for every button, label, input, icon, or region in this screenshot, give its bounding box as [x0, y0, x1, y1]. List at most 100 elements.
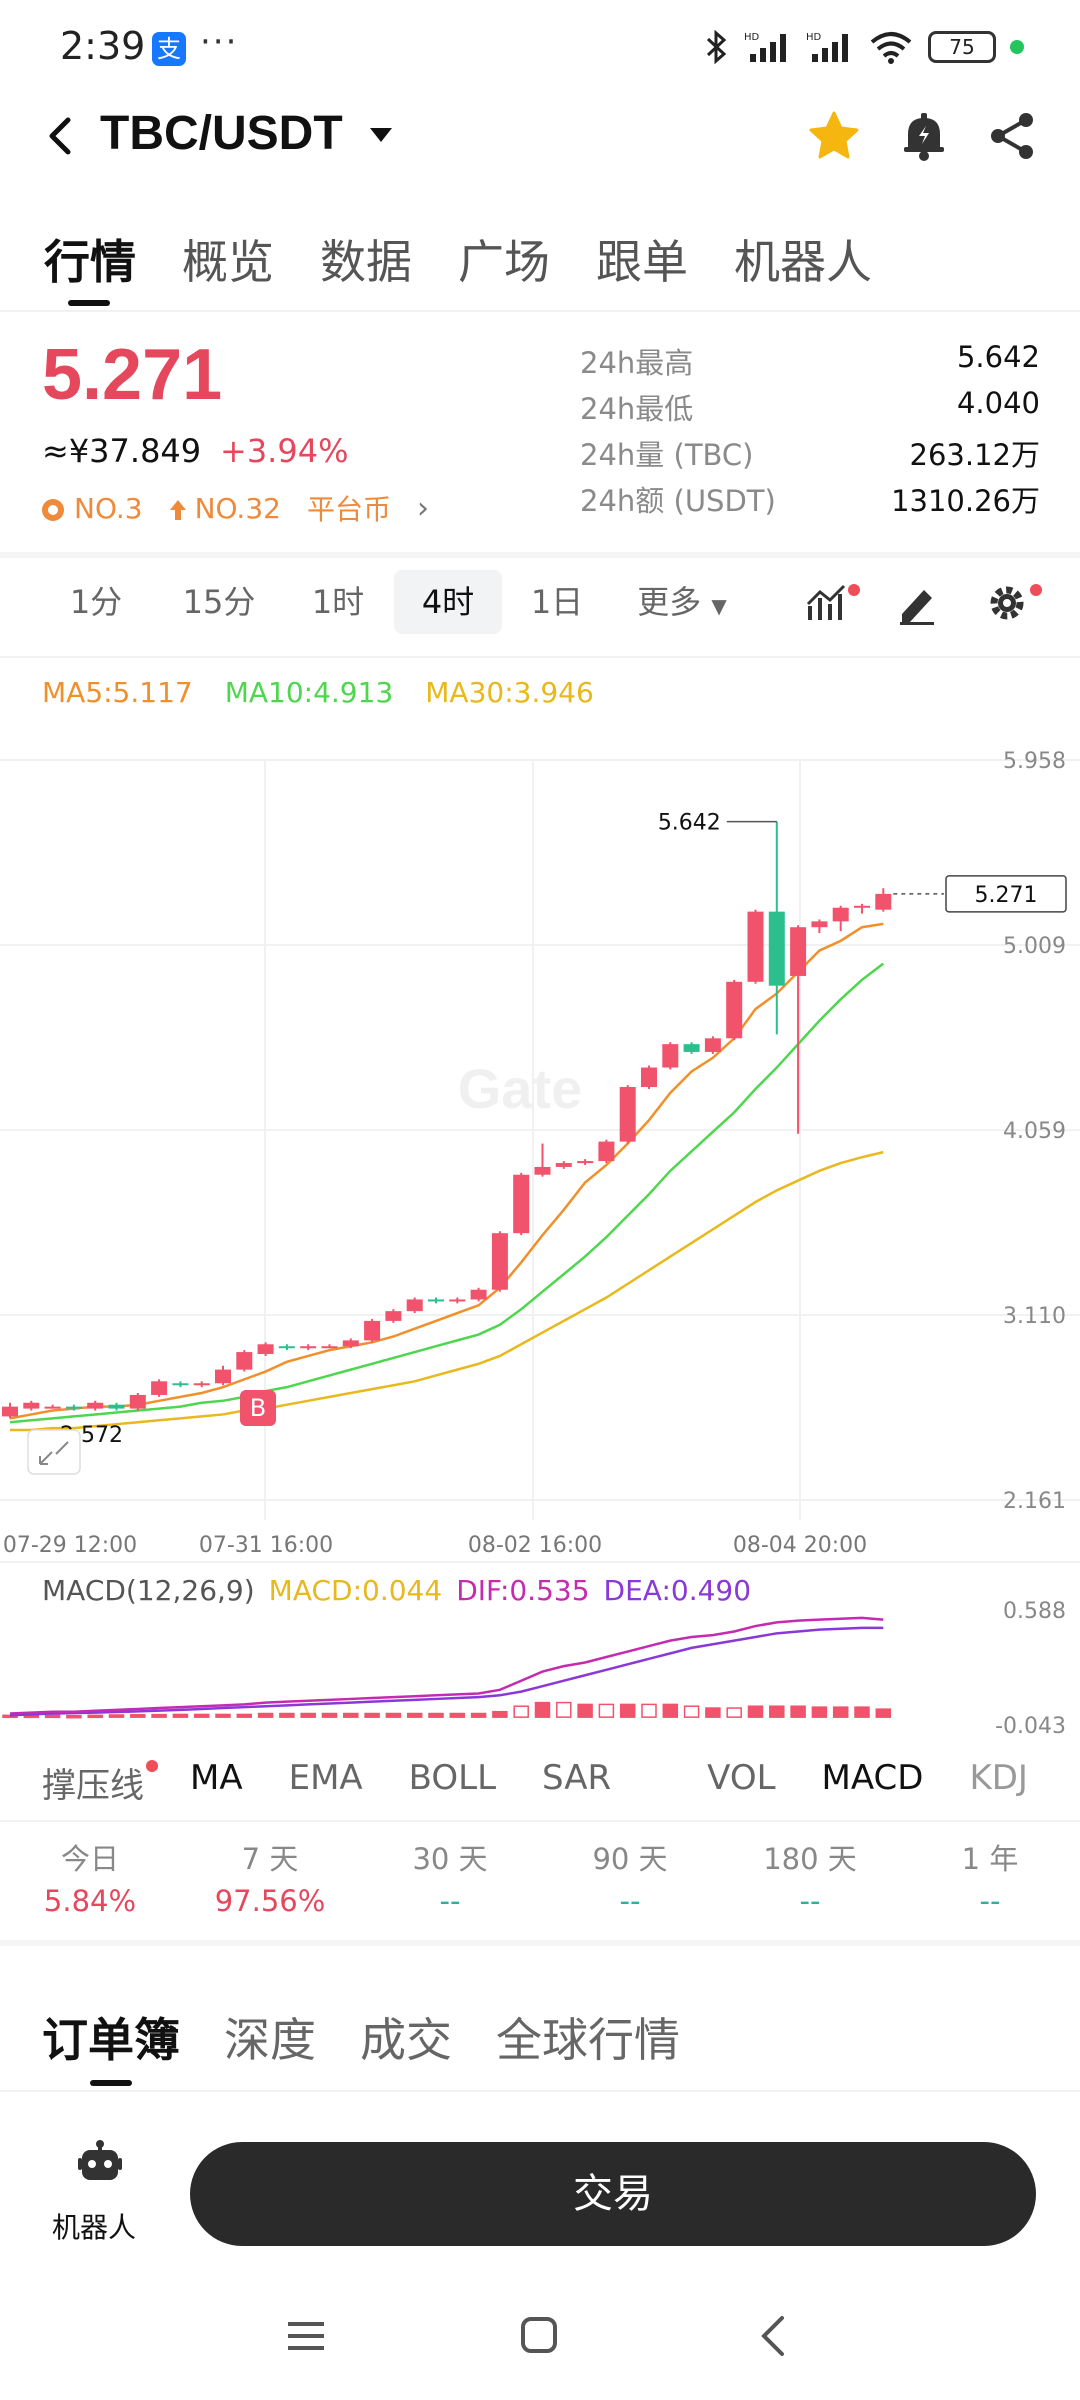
candle-body	[577, 1161, 594, 1164]
candle-body	[364, 1320, 381, 1341]
ind-tab-kdj[interactable]: KDJ	[969, 1758, 1028, 1798]
tab-market[interactable]: 行情	[44, 235, 136, 289]
candle-body	[449, 1299, 466, 1302]
hot-rank-value: NO.32	[194, 491, 281, 525]
bluetooth-icon	[706, 30, 727, 64]
price-alert-bell-icon[interactable]	[896, 108, 952, 164]
chevron-right-icon[interactable]: ›	[416, 490, 429, 526]
pair-dropdown-icon[interactable]	[370, 128, 392, 142]
macd-bar	[428, 1712, 444, 1718]
candle-body	[342, 1340, 359, 1347]
perf-value: --	[619, 1884, 641, 1918]
timeframe-1d[interactable]: 1日	[530, 583, 584, 621]
candle-body	[2, 1406, 18, 1417]
draw-pen-icon[interactable]	[894, 580, 940, 626]
orderbook-tabs: 订单簿 深度 成交 全球行情	[42, 2004, 680, 2070]
back-icon[interactable]	[40, 108, 80, 164]
divider	[0, 656, 1080, 658]
svg-text:HD: HD	[806, 32, 822, 43]
indicator-icon[interactable]	[804, 580, 850, 626]
macd-bar	[598, 1703, 615, 1718]
candle-body	[726, 981, 743, 1039]
robot-icon[interactable]	[76, 2140, 124, 2188]
hot-rank[interactable]: NO.32	[169, 492, 281, 525]
battery-icon: 75	[928, 31, 996, 63]
ind-tab-macd[interactable]: MACD	[821, 1758, 924, 1798]
candle-body	[129, 1394, 146, 1409]
tab-orderbook[interactable]: 订单簿	[42, 2013, 180, 2067]
category-tag[interactable]: 平台币	[306, 493, 391, 526]
robot-label[interactable]: 机器人	[52, 2211, 137, 2244]
last-price: 5.271	[42, 335, 223, 415]
perf-label: 1 年	[961, 1842, 1019, 1876]
ind-tab-label: 撑压线	[42, 1766, 144, 1806]
macd-bar	[449, 1712, 466, 1718]
macd-bar	[300, 1712, 316, 1718]
timeframe-1m[interactable]: 1分	[69, 583, 123, 621]
perf-1y: 1 年 --	[900, 1836, 1080, 1918]
candle-body	[65, 1406, 82, 1409]
active-tab-indicator	[68, 300, 110, 306]
tab-global-market[interactable]: 全球行情	[496, 2013, 680, 2067]
macd-bar	[279, 1712, 295, 1718]
stat-label: 24h量 (TBC)	[580, 438, 754, 472]
section-divider	[0, 1940, 1080, 1946]
favorite-star-icon[interactable]	[806, 108, 862, 164]
market-cap-rank[interactable]: NO.3	[42, 492, 143, 525]
tab-data[interactable]: 数据	[320, 235, 412, 289]
timeframe-more-label: 更多	[637, 583, 702, 621]
menu-icon[interactable]	[286, 2318, 326, 2354]
candle-body	[406, 1299, 423, 1312]
candle-body	[790, 927, 807, 976]
timeframe-4h[interactable]: 4时	[394, 570, 502, 634]
ma10-line	[9, 962, 885, 1424]
candle-body	[619, 1087, 636, 1142]
macd-params: MACD(12,26,9)	[42, 1574, 255, 1607]
stat-label: 24h最高	[580, 346, 694, 380]
stat-row: 24h量 (TBC) 263.12万	[580, 432, 1040, 478]
buy-marker	[240, 1390, 276, 1426]
perf-label: 30 天	[412, 1842, 488, 1876]
dif-line	[9, 1616, 884, 1715]
settings-gear-icon[interactable]	[984, 580, 1030, 626]
macd-bar	[364, 1712, 380, 1718]
tab-square[interactable]: 广场	[458, 235, 550, 289]
timeframe-1h[interactable]: 1时	[311, 583, 365, 621]
macd-bar	[151, 1713, 167, 1718]
nav-back-icon[interactable]	[758, 2314, 788, 2358]
candle-body	[704, 1038, 721, 1052]
rank-icon	[42, 498, 64, 521]
pair-title[interactable]: TBC/USDT	[100, 107, 343, 160]
more-notifications-icon: ···	[200, 22, 239, 62]
divider	[0, 1820, 1080, 1822]
home-icon[interactable]	[520, 2316, 558, 2354]
tab-overview[interactable]: 概览	[182, 235, 274, 289]
macd-bar	[513, 1705, 529, 1718]
ind-tab-ma[interactable]: MA	[190, 1758, 243, 1798]
high-marker-label: 5.642	[658, 811, 721, 836]
tab-depth[interactable]: 深度	[224, 2013, 316, 2067]
ind-tab-ema[interactable]: EMA	[288, 1758, 363, 1798]
ma5-value: MA5:5.117	[42, 676, 193, 709]
timeframe-15m[interactable]: 15分	[182, 583, 256, 621]
share-icon[interactable]	[984, 108, 1040, 164]
ind-tab-sar[interactable]: SAR	[542, 1758, 612, 1798]
support-badge	[146, 1760, 158, 1772]
candle-body	[534, 1166, 551, 1175]
signal-icon: HD	[744, 32, 786, 62]
macd-bar	[44, 1714, 61, 1719]
stat-label: 24h额 (USDT)	[580, 484, 776, 518]
ind-tab-boll[interactable]: BOLL	[408, 1758, 497, 1798]
tab-trades[interactable]: 成交	[360, 2013, 452, 2067]
tab-copy-trade[interactable]: 跟单	[596, 235, 688, 289]
ind-tab-vol[interactable]: VOL	[707, 1758, 776, 1798]
wifi-icon	[870, 32, 912, 64]
tab-bot[interactable]: 机器人	[734, 235, 872, 289]
expand-icon	[27, 1429, 81, 1475]
trade-button[interactable]: 交易	[190, 2142, 1036, 2246]
price-chart[interactable]: 5.9585.0094.0593.1102.161Gate5.6422.572B…	[0, 700, 1080, 1750]
candle-body	[832, 907, 849, 922]
timeframe-more[interactable]: 更多 ▼	[622, 570, 742, 634]
ind-tab-support[interactable]: 撑压线	[42, 1758, 158, 1807]
candle-body	[236, 1352, 253, 1370]
